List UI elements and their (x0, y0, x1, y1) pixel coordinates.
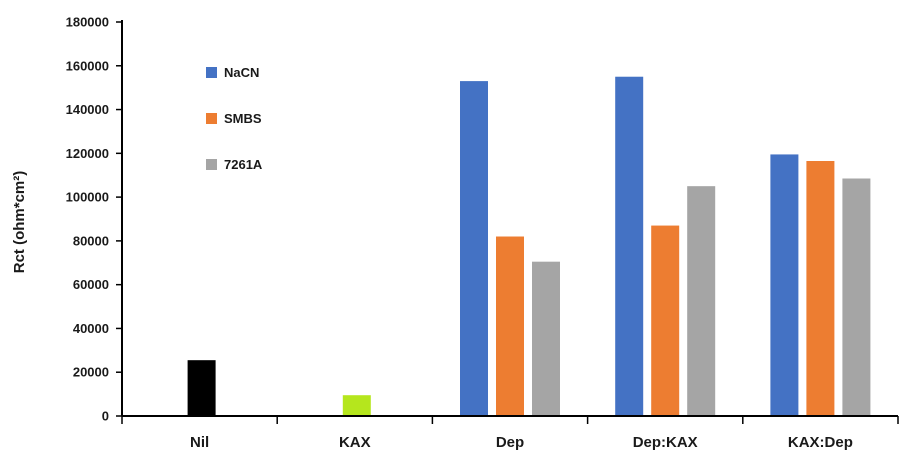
x-axis-categories: Nil KAX Dep Dep:KAX KAX:Dep (190, 434, 853, 451)
y-tick-label: 120000 (66, 146, 109, 161)
bar-kax (342, 395, 371, 416)
y-tick-label: 160000 (66, 58, 109, 73)
bar-nacn-dep (460, 81, 488, 416)
x-category-label: KAX:Dep (788, 434, 853, 451)
x-category-label: KAX (339, 434, 371, 451)
bar-7261a-dep (532, 261, 560, 416)
y-tick-label: 20000 (73, 365, 109, 380)
bar-nacn-dep-kax (615, 76, 644, 416)
bar-nil (187, 360, 216, 416)
bar-7261a-kax-dep (842, 178, 871, 416)
y-tick-label: 100000 (66, 190, 109, 205)
legend-swatch-nacn (206, 67, 217, 78)
x-category-label: Dep:KAX (633, 434, 698, 451)
legend: NaCN SMBS 7261A (206, 65, 263, 172)
y-tick-label: 40000 (73, 321, 109, 336)
y-tick-label: 80000 (73, 233, 109, 248)
legend-label: NaCN (224, 65, 259, 80)
legend-label: SMBS (224, 111, 262, 126)
legend-swatch-7261a (206, 159, 217, 170)
y-tick-label: 60000 (73, 277, 109, 292)
bars (187, 76, 871, 416)
y-axis-label: Rct (ohm*cm²) (11, 171, 28, 274)
x-category-label: Nil (190, 434, 209, 451)
bar-smbs-dep-kax (651, 225, 680, 416)
bar-smbs-kax-dep (806, 160, 835, 416)
bar-7261a-dep-kax (687, 186, 716, 416)
y-tick-label: 180000 (66, 15, 109, 30)
bar-nacn-kax-dep (770, 154, 799, 416)
y-tick-label: 140000 (66, 102, 109, 117)
axes (121, 20, 899, 424)
y-axis-ticks: 0 20000 40000 60000 80000 100000 120000 140000 1… (66, 15, 122, 424)
x-category-label: Dep (496, 434, 524, 451)
legend-label: 7261A (224, 157, 263, 172)
y-tick-label: 0 (102, 409, 109, 424)
legend-swatch-smbs (206, 113, 217, 124)
bar-smbs-dep (496, 236, 524, 416)
